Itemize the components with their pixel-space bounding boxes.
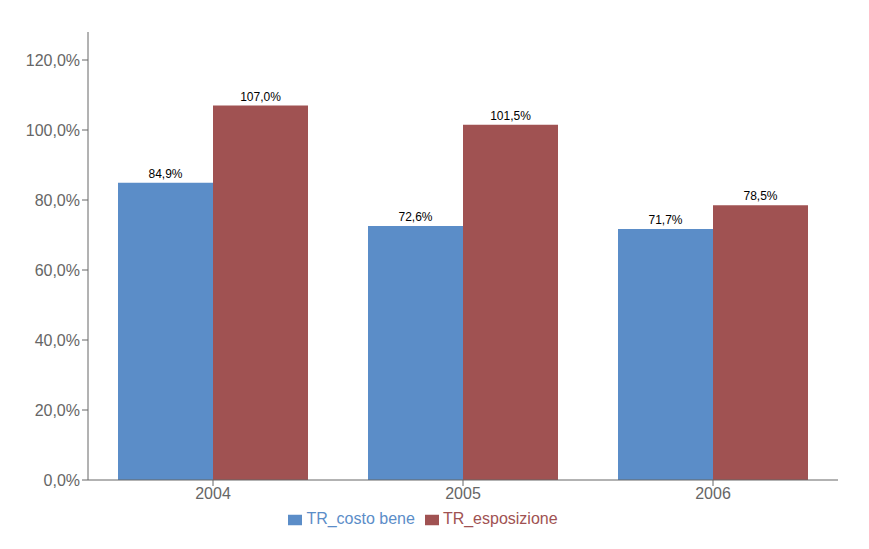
svg-text:60,0%: 60,0% xyxy=(35,262,80,279)
svg-text:101,5%: 101,5% xyxy=(490,109,531,123)
html-text:TR_esposizione: TR_esposizione xyxy=(442,510,558,527)
svg-text:2005: 2005 xyxy=(445,485,481,502)
html-text:TR_costo bene: TR_costo bene xyxy=(306,510,415,527)
svg-text:20,0%: 20,0% xyxy=(35,402,80,419)
svg-text:0,0%: 0,0% xyxy=(44,472,80,489)
svg-text:84,9%: 84,9% xyxy=(148,167,182,181)
svg-text:2004: 2004 xyxy=(195,485,231,502)
svg-text:2006: 2006 xyxy=(695,485,731,502)
svg-text:72,6%: 72,6% xyxy=(398,210,432,224)
svg-text:80,0%: 80,0% xyxy=(35,192,80,209)
svg-text:78,5%: 78,5% xyxy=(743,189,777,203)
svg-text:40,0%: 40,0% xyxy=(35,332,80,349)
svg-text:120,0%: 120,0% xyxy=(26,52,80,69)
svg-text:71,7%: 71,7% xyxy=(648,213,682,227)
svg-text:100,0%: 100,0% xyxy=(26,122,80,139)
svg-text:107,0%: 107,0% xyxy=(240,90,281,104)
